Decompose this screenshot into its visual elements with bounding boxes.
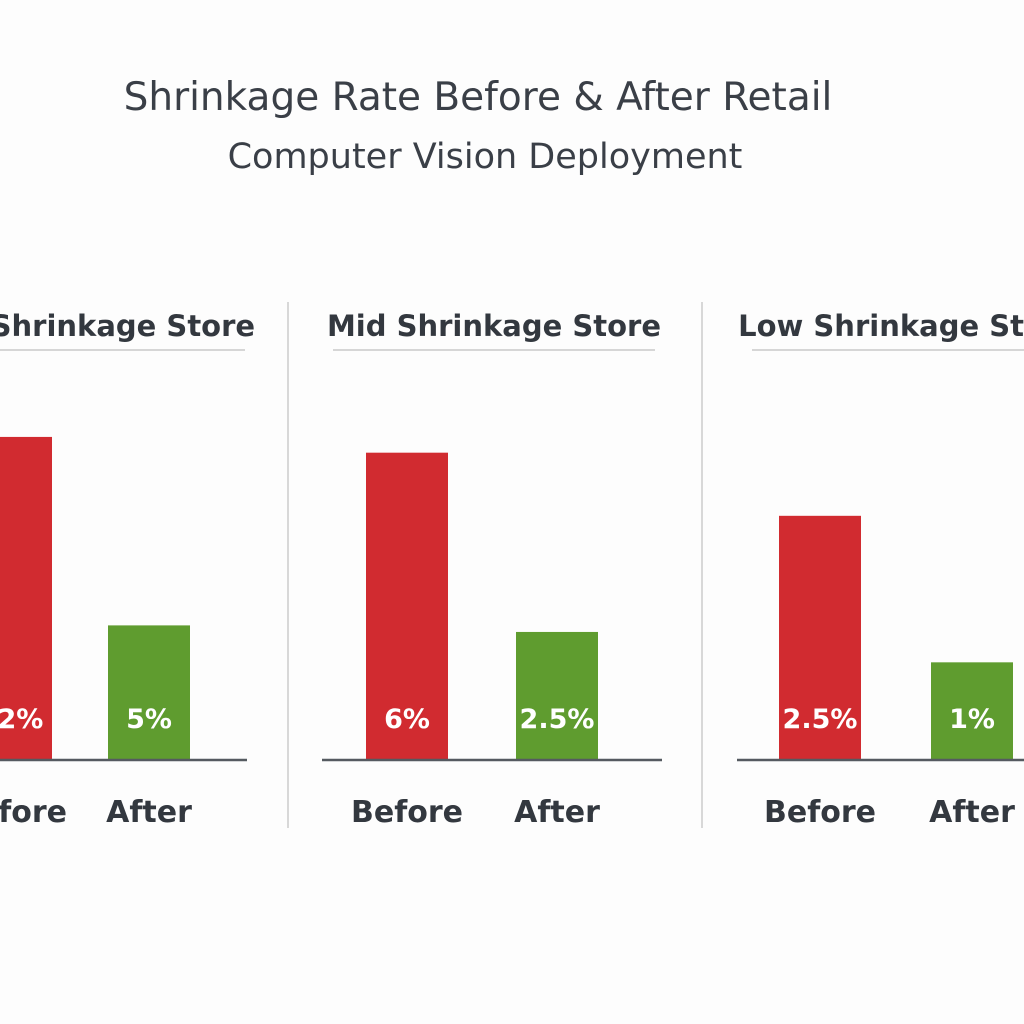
category-label: After	[106, 795, 192, 830]
category-label: After	[514, 795, 600, 830]
bar-before	[0, 436, 52, 760]
value-label: 1%	[949, 704, 995, 735]
category-label: Before	[351, 795, 463, 830]
value-label: 2.5%	[783, 704, 858, 735]
category-label: Before	[0, 795, 67, 830]
category-label: Before	[764, 795, 876, 830]
chart-title: Shrinkage Rate Before & After Retail	[124, 75, 833, 120]
bar-after	[108, 625, 190, 760]
bar-after	[516, 631, 598, 760]
value-label: 2.5%	[520, 704, 595, 735]
category-label: After	[929, 795, 1015, 830]
bar-after	[931, 662, 1013, 760]
bar-before	[779, 515, 861, 760]
panel-title: Low Shrinkage Store	[738, 309, 1024, 343]
value-label: 5%	[126, 704, 172, 735]
bar-before	[366, 452, 448, 760]
value-label: 6%	[384, 704, 430, 735]
panel-title: Mid Shrinkage Store	[327, 309, 661, 343]
chart-subtitle: Computer Vision Deployment	[228, 137, 743, 177]
panel-title: High Shrinkage Store	[0, 309, 255, 343]
value-label: 12%	[0, 704, 43, 735]
